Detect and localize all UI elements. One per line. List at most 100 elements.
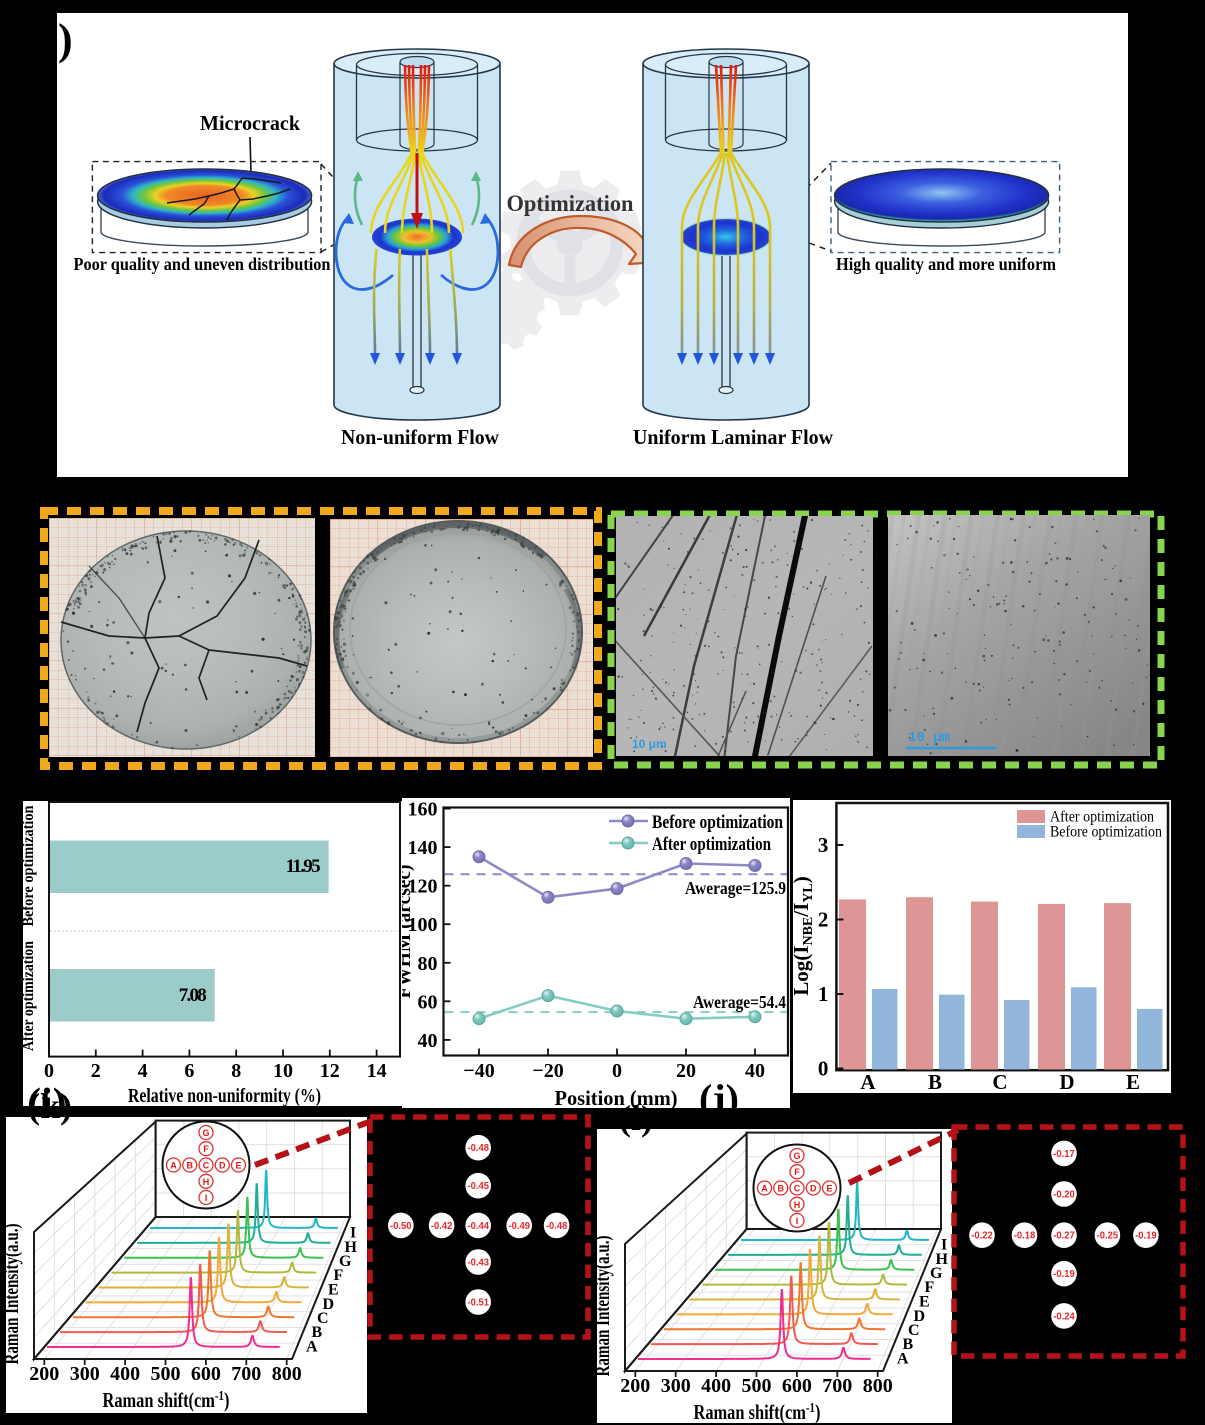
svg-text:Optimization: Optimization [507,191,634,216]
svg-text:F: F [203,1144,209,1154]
svg-text:Non-uniform Flow: Non-uniform Flow [341,425,500,449]
svg-text:(i): (i) [27,1081,67,1106]
svg-text:A: A [170,1161,177,1171]
svg-text:400: 400 [110,1363,140,1385]
svg-text:After optimization: After optimization [23,941,37,1051]
svg-text:-0.19: -0.19 [1053,1269,1075,1280]
svg-text:6: 6 [184,1060,194,1082]
svg-text:10 μm: 10 μm [632,737,667,751]
svg-text:A: A [761,1184,768,1194]
svg-text:140: 140 [408,837,438,859]
svg-text:80: 80 [418,953,438,975]
svg-text:F: F [334,1267,344,1284]
svg-text:120: 120 [408,876,438,898]
svg-text:100: 100 [408,914,438,936]
svg-text:-0.42: -0.42 [431,1221,453,1232]
svg-text:After optimization: After optimization [652,835,772,855]
svg-text:500: 500 [151,1363,181,1385]
svg-text:I: I [350,1225,356,1242]
svg-text:A: A [306,1339,318,1356]
svg-text:F: F [794,1167,800,1177]
svg-text:Log(INBE/IYL): Log(INBE/IYL) [793,876,816,995]
svg-text:7.08: 7.08 [179,985,207,1006]
svg-text:-0.17: -0.17 [1053,1149,1075,1160]
svg-text:B: B [777,1184,784,1194]
svg-text:D: D [1059,1070,1074,1093]
svg-text:−40: −40 [463,1060,494,1082]
svg-text:F: F [925,1279,935,1296]
svg-text:D: D [323,1296,335,1313]
svg-text:-0.18: -0.18 [1014,1231,1036,1242]
svg-text:E: E [919,1294,930,1311]
svg-text:(j): (j) [699,1076,739,1108]
svg-text:C: C [317,1310,329,1327]
svg-text:400: 400 [701,1375,731,1397]
svg-text:-0.27: -0.27 [1053,1231,1075,1242]
svg-text:-0.49: -0.49 [508,1221,530,1232]
svg-text:−20: −20 [532,1060,563,1082]
svg-text:E: E [235,1161,241,1171]
svg-text:3: 3 [818,833,829,857]
svg-text:300: 300 [661,1375,691,1397]
svg-text:200: 200 [29,1363,59,1385]
svg-text:Awerage=125.9: Awerage=125.9 [685,878,786,898]
svg-text:-0.20: -0.20 [1053,1190,1075,1201]
svg-text:Poor quality and uneven distri: Poor quality and uneven distribution [74,254,331,274]
svg-text:E: E [826,1184,832,1194]
svg-text:B: B [928,1070,942,1093]
svg-text:Raman Intensity(a.u.): Raman Intensity(a.u.) [1,1224,23,1365]
svg-text:-0.19: -0.19 [1135,1231,1157,1242]
svg-text:-0.51: -0.51 [467,1298,489,1309]
svg-text:B: B [312,1324,323,1341]
svg-text:-0.45: -0.45 [467,1181,489,1192]
svg-text:-0.25: -0.25 [1097,1231,1119,1242]
svg-text:H: H [936,1251,949,1268]
svg-text:I: I [796,1216,799,1226]
svg-text:Relative non-uniformity (%): Relative non-uniformity (%) [128,1085,321,1106]
svg-text:20: 20 [676,1060,696,1082]
svg-text:D: D [914,1308,926,1325]
svg-text:300: 300 [70,1363,100,1385]
svg-text:H: H [345,1239,358,1256]
svg-text:Raman shift(cm-1): Raman shift(cm-1) [103,1388,230,1412]
svg-text:After optimization: After optimization [1050,809,1154,826]
svg-text:600: 600 [782,1375,812,1397]
svg-text:700: 700 [231,1363,261,1385]
svg-text:High quality and more uniform: High quality and more uniform [836,254,1056,274]
svg-text:12: 12 [320,1060,340,1082]
svg-text:800: 800 [863,1375,893,1397]
svg-text:FWHM (arcsec): FWHM (arcsec) [402,865,415,999]
svg-text:10: 10 [273,1060,293,1082]
svg-text:B: B [903,1336,914,1353]
svg-text:Awerage=54.4: Awerage=54.4 [693,992,786,1012]
svg-text:2: 2 [818,908,829,932]
svg-text:H: H [794,1200,801,1210]
svg-text:D: D [219,1161,226,1171]
svg-text:Before optimization: Before optimization [652,813,784,833]
svg-text:C: C [908,1322,920,1339]
svg-text:-0.48: -0.48 [467,1143,489,1154]
svg-text:800: 800 [272,1363,302,1385]
svg-text:40: 40 [745,1060,765,1082]
svg-text:10 μm: 10 μm [908,730,950,746]
svg-text:D: D [810,1184,817,1194]
svg-text:E: E [328,1282,339,1299]
svg-text:I: I [205,1193,208,1203]
svg-text:2: 2 [91,1060,101,1082]
svg-text:8: 8 [231,1060,241,1082]
svg-text:Microcrack: Microcrack [200,111,300,135]
svg-text:Before optimization: Before optimization [23,805,37,926]
svg-text:4: 4 [138,1060,148,1082]
svg-text:0: 0 [818,1057,829,1081]
svg-text:Raman Intensity(a.u.): Raman Intensity(a.u.) [592,1236,614,1377]
svg-text:I: I [941,1237,947,1254]
svg-text:(l): (l) [619,1098,653,1138]
svg-text:60: 60 [418,991,438,1013]
svg-text:600: 600 [191,1363,221,1385]
svg-text:C: C [794,1184,801,1194]
svg-text:E: E [1126,1070,1140,1093]
svg-text:200: 200 [620,1375,650,1397]
svg-text:500: 500 [742,1375,772,1397]
svg-text:160: 160 [408,799,438,821]
svg-text:G: G [930,1265,943,1282]
